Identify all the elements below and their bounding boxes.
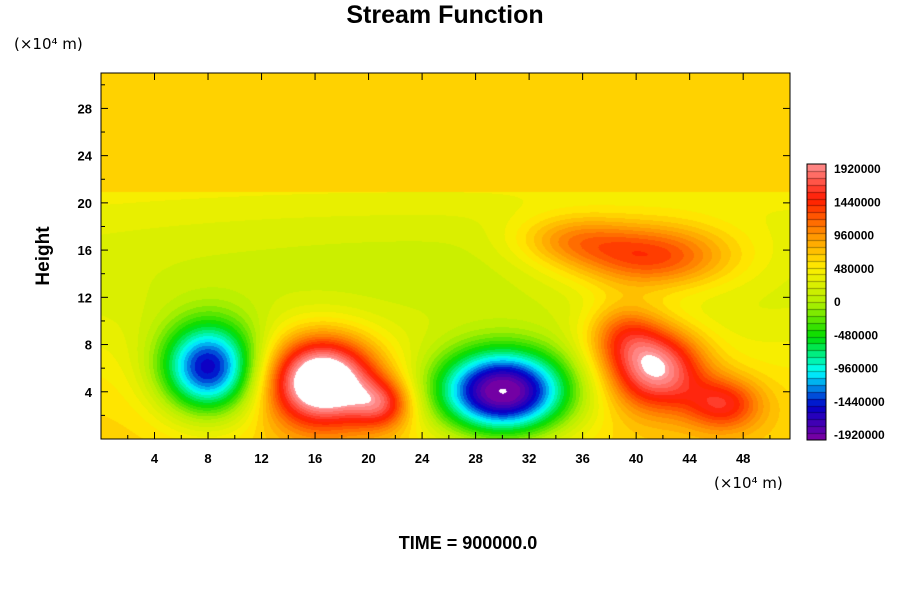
x-tick-label: 16: [308, 451, 322, 466]
y-tick-label: 24: [78, 149, 93, 164]
x-tick-label: 36: [575, 451, 589, 466]
plot-frame: [100, 72, 791, 440]
x-tick-label: 32: [522, 451, 536, 466]
x-tick-label: 20: [361, 451, 375, 466]
x-tick-label: 28: [468, 451, 482, 466]
colorbar-frame: [806, 163, 827, 441]
y-unit-label: (×10⁴ m): [14, 35, 83, 53]
x-axis: 4 8 12 16 20 24 28 32 36 40 44 48: [127, 73, 771, 466]
x-tick-label: 24: [415, 451, 430, 466]
x-tick-label: 48: [736, 451, 750, 466]
y-tick-label: 16: [78, 243, 92, 258]
colorbar-tick-label: 0: [834, 295, 841, 309]
x-tick-label: 4: [151, 451, 159, 466]
colorbar: 1920000 1440000 960000 480000 0 -480000 -96000…: [806, 162, 885, 442]
colorbar-tick-label: 1440000: [834, 195, 881, 209]
y-tick-label: 20: [78, 196, 92, 211]
colorbar-tick-label: 960000: [834, 229, 874, 243]
colorbar-scale: [807, 164, 826, 440]
chart-title: Stream Function: [346, 1, 543, 29]
colorbar-tick-label: -1920000: [834, 428, 885, 442]
x-tick-label: 44: [682, 451, 697, 466]
y-tick-label: 8: [85, 338, 92, 353]
y-tick-label: 12: [78, 290, 92, 305]
colorbar-tick-label: -960000: [834, 362, 878, 376]
colorbar-tick-label: 1920000: [834, 162, 881, 176]
x-tick-label: 8: [204, 451, 211, 466]
y-axis-label: Height: [33, 226, 54, 286]
colorbar-tick-label: 480000: [834, 262, 874, 276]
y-tick-label: 28: [78, 101, 92, 116]
x-unit-label: (×10⁴ m): [714, 474, 783, 492]
y-tick-label: 4: [85, 385, 93, 400]
x-tick-label: 12: [254, 451, 268, 466]
y-axis: 4 8 12 16 20 24 28: [78, 84, 790, 416]
stream-function-field: [101, 73, 790, 439]
colorbar-tick-label: -480000: [834, 328, 878, 342]
x-tick-label: 40: [629, 451, 643, 466]
colorbar-tick-label: -1440000: [834, 395, 885, 409]
colorbar-ticks: 1920000 1440000 960000 480000 0 -480000 -96000…: [834, 162, 885, 442]
time-label: TIME = 900000.0: [399, 533, 538, 553]
